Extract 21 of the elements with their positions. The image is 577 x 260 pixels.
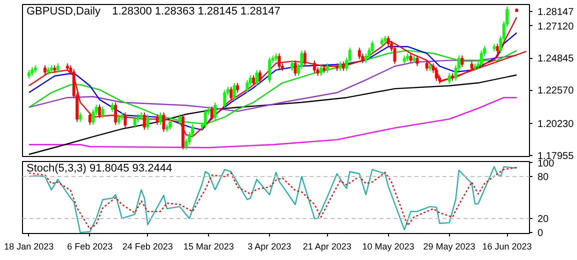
x-tick-label: 10 May 2023: [362, 242, 414, 252]
y-tick-label: 1.22570: [538, 86, 574, 97]
x-tick-label: 24 Feb 2023: [122, 242, 173, 252]
x-tick-label: 18 Jan 2023: [4, 242, 54, 252]
x-tick-label: 29 May 2023: [423, 242, 476, 252]
x-tick-label: 3 Apr 2023: [248, 242, 292, 252]
y-tick-label: 20: [538, 214, 550, 225]
chart-title: Stoch(5,3,3) 91.8045 93.2444: [26, 162, 172, 174]
x-tick-label: 6 Feb 2023: [67, 242, 113, 252]
chart-title: GBPUSD,Daily: [26, 6, 101, 18]
y-tick-label: 100: [538, 158, 555, 170]
y-tick-label: 1.24845: [538, 54, 574, 65]
y-tick-label: 1.28147: [538, 6, 574, 18]
x-tick-label: 21 Apr 2023: [302, 242, 352, 252]
y-tick-label: 0: [538, 228, 544, 239]
x-tick-label: 15 Mar 2023: [183, 242, 234, 252]
x-tick-label: 16 Jun 2023: [482, 242, 532, 252]
chart-subtitle: 1.28300 1.28363 1.28145 1.28147: [112, 6, 280, 18]
y-tick-label: 80: [538, 172, 550, 184]
y-tick-label: 1.20230: [538, 118, 574, 130]
y-tick-label: 1.27120: [538, 21, 574, 32]
